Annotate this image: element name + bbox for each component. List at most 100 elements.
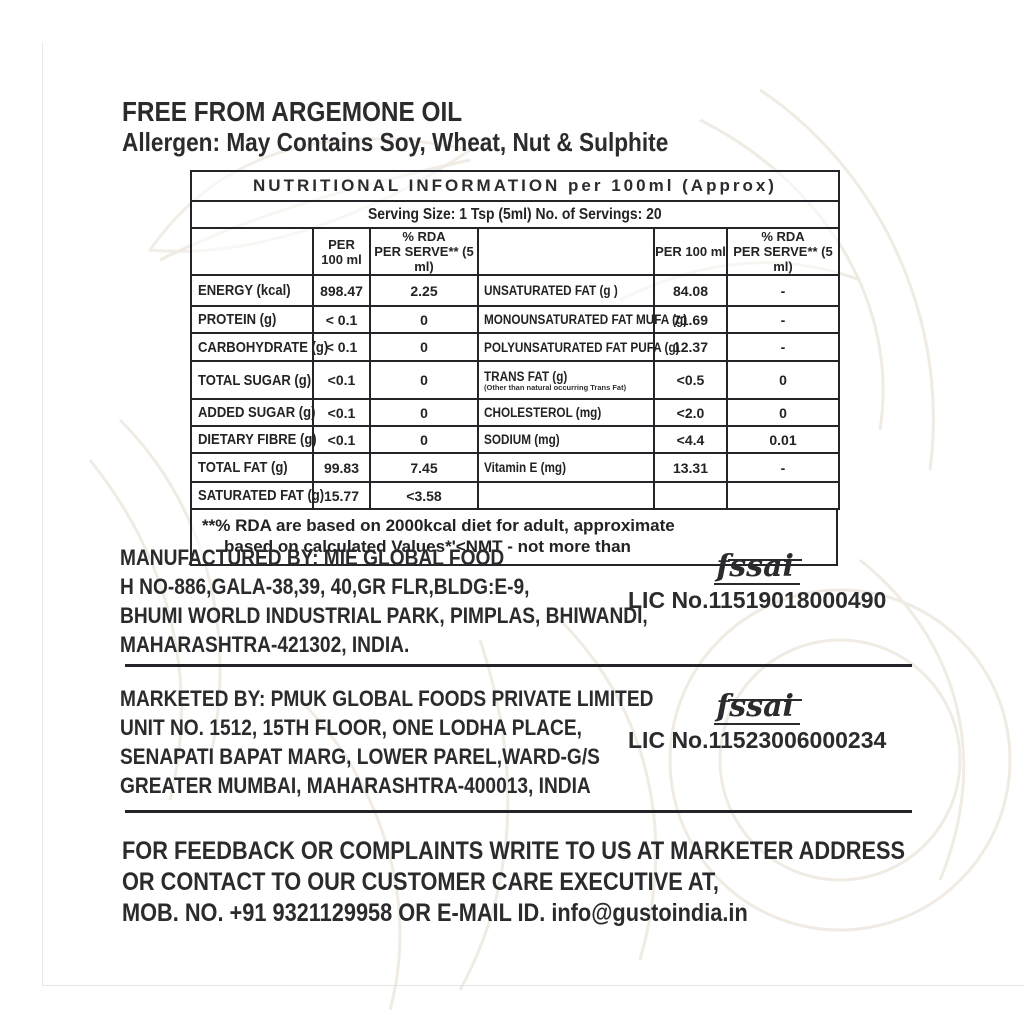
nutrient-name: Vitamin E (mg) [484,460,567,475]
table-row: SATURATED FAT (g) 15.77 <3.58 [190,481,841,510]
rda-footnote-line2: based on calculated Values*'<NMT - not m… [224,537,631,556]
feedback-line: FOR FEEDBACK OR COMPLAINTS WRITE TO US A… [122,837,905,865]
per100-value: <0.1 [312,398,371,427]
nutrient-name: CARBOHYDRATE (g) [198,338,329,356]
marketed-line: GREATER MUMBAI, MAHARASHTRA-400013, INDI… [120,773,591,798]
fssai-block-marketer: fssai LIC No.11523006000234 [628,692,886,754]
per100-value [653,481,728,510]
per100-value: <0.1 [312,425,371,454]
rda-value: - [725,452,841,483]
rda-value: - [725,274,841,307]
per-100ml-header-left: PER 100 ml [312,227,371,276]
nutrient-name: TRANS FAT (g) [484,368,568,384]
per100-value: <0.1 [312,360,371,400]
rda-value: 0 [725,398,841,427]
rda-value: 0 [369,398,479,427]
rda-value: <3.58 [369,481,479,510]
empty-header-cell-right [477,227,655,276]
nutrition-table-section: NUTRITIONAL INFORMATION per 100ml (Appro… [189,170,841,566]
table-row: TOTAL FAT (g) 99.83 7.45 Vitamin E (mg) … [190,452,841,483]
table-row: ADDED SUGAR (g) <0.1 0 CHOLESTEROL (mg) … [190,398,841,427]
rda-value: 2.25 [369,274,479,307]
nutrient-name: SATURATED FAT (g) [198,487,325,504]
manufacturer-license-number: LIC No.11519018000490 [628,587,887,613]
per100-value: <4.4 [653,425,728,454]
serving-row: Serving Size: 1 Tsp (5ml) No. of Serving… [189,200,841,229]
rda-value: 0 [725,360,841,400]
marketed-line: UNIT NO. 1512, 15TH FLOOR, ONE LODHA PLA… [120,715,582,740]
table-row: PROTEIN (g) < 0.1 0 MONOUNSATURATED FAT … [190,305,841,334]
per-100ml-header-right: PER 100 ml [653,227,728,276]
rda-value: - [725,305,841,334]
per100-value: <2.0 [653,398,728,427]
nutrition-table: NUTRITIONAL INFORMATION per 100ml (Appro… [189,170,841,510]
rda-value: 0.01 [725,425,841,454]
allergen-line: Allergen: May Contains Soy, Wheat, Nut &… [122,127,750,158]
feedback-line: OR CONTACT TO OUR CUSTOMER CARE EXECUTIV… [122,868,719,896]
nutrient-name: UNSATURATED FAT (g ) [484,283,618,298]
rda-value: 0 [369,360,479,400]
nutrient-name: PROTEIN (g) [198,311,277,328]
table-row: TOTAL SUGAR (g) <0.1 0 TRANS FAT (g) (Ot… [190,360,841,400]
feedback-line: MOB. NO. +91 9321129958 OR E-MAIL ID. in… [122,899,748,927]
rda-value [725,481,841,510]
rda-value: - [725,332,841,362]
free-from-text: FREE FROM ARGEMONE OIL [122,96,463,127]
nutrient-name: ADDED SUGAR (g) [198,404,316,421]
manufactured-line: H NO-886,GALA-38,39, 40,GR FLR,BLDG:E-9, [120,574,530,599]
per100-value: 71.69 [653,305,728,334]
per100-value: 84.08 [653,274,728,307]
allergen-text: Allergen: May Contains Soy, Wheat, Nut &… [122,127,669,157]
rda-value: 0 [369,425,479,454]
table-row: DIETARY FIBRE (g) <0.1 0 SODIUM (mg) <4.… [190,425,841,454]
marketer-license-number: LIC No.11523006000234 [628,727,887,753]
trans-fat-note: (Other than natural occurring Trans Fat) [484,382,627,392]
nutrient-name: POLYUNSATURATED FAT PUFA (g) [484,339,680,355]
per100-value: < 0.1 [312,332,371,362]
free-from-headline: FREE FROM ARGEMONE OIL [122,96,513,127]
rda-value: 7.45 [369,452,479,483]
nutrient-name: ENERGY (kcal) [198,282,291,299]
per100-value: 12.37 [653,332,728,362]
per100-value: 898.47 [312,274,371,307]
section-divider [125,810,912,813]
section-divider [125,664,912,667]
rda-footnote: **% RDA are based on 2000kcal diet for a… [190,510,838,566]
rda-value: 0 [369,332,479,362]
rda-header-right: % RDA PER SERVE** (5 ml) [725,227,841,276]
fssai-logo-icon: fssai [714,692,802,725]
nutrient-name: TOTAL SUGAR (g) [198,371,312,389]
per100-value: 13.31 [653,452,728,483]
fssai-block-manufacturer: fssai LIC No.11519018000490 [628,552,886,614]
marketed-by-block: MARKETED BY: PMUK GLOBAL FOODS PRIVATE L… [120,684,733,800]
per100-value: 15.77 [312,481,371,510]
serving-size-text: Serving Size: 1 Tsp (5ml) No. of Serving… [368,205,662,223]
label-scan-left-edge [42,42,43,985]
fssai-logo-icon: fssai [714,552,802,585]
label-scan-bottom-edge [42,985,1024,986]
table-row: ENERGY (kcal) 898.47 2.25 UNSATURATED FA… [190,274,841,307]
nutrient-name: MONOUNSATURATED FAT MUFA (g) [484,312,688,327]
table-title: NUTRITIONAL INFORMATION per 100ml (Appro… [189,170,841,202]
rda-footnote-line1: **% RDA are based on 2000kcal diet for a… [202,516,675,535]
nutrient-name: CHOLESTEROL (mg) [484,405,602,420]
rda-value: 0 [369,305,479,334]
empty-header-cell [190,227,314,276]
marketed-line: SENAPATI BAPAT MARG, LOWER PAREL,WARD-G/… [120,744,600,769]
nutrient-name: TOTAL FAT (g) [198,459,288,476]
nutrient-name: SODIUM (mg) [484,432,560,447]
manufactured-line: BHUMI WORLD INDUSTRIAL PARK, PIMPLAS, BH… [120,603,648,628]
feedback-block: FOR FEEDBACK OR COMPLAINTS WRITE TO US A… [122,836,1022,929]
rda-header-left: % RDA PER SERVE** (5 ml) [369,227,479,276]
per100-value: <0.5 [653,360,728,400]
manufactured-line: MAHARASHTRA-421302, INDIA. [120,632,410,657]
manufactured-by-block: MANUFACTURED BY: MIE GLOBAL FOOD H NO-88… [120,543,727,659]
column-header-row: PER 100 ml % RDA PER SERVE** (5 ml) PER … [190,227,841,276]
table-title-row: NUTRITIONAL INFORMATION per 100ml (Appro… [189,170,841,202]
marketed-line: MARKETED BY: PMUK GLOBAL FOODS PRIVATE L… [120,686,654,711]
table-row: CARBOHYDRATE (g) < 0.1 0 POLYUNSATURATED… [190,332,841,362]
nutrient-name: DIETARY FIBRE (g) [198,431,317,448]
per100-value: < 0.1 [312,305,371,334]
manufactured-line: MANUFACTURED BY: MIE GLOBAL FOOD [120,545,505,570]
per100-value: 99.83 [312,452,371,483]
